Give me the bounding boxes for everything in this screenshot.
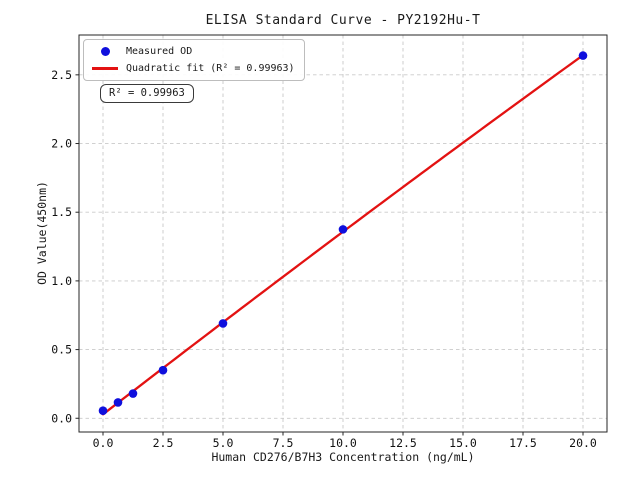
legend-dot-marker-icon (100, 47, 110, 56)
x-tick-label: 15.0 (449, 436, 477, 450)
data-point (158, 365, 168, 375)
x-tick-label: 0.0 (93, 436, 114, 450)
legend-item-label: Quadratic fit (R² = 0.99963) (126, 63, 295, 74)
x-tick-label: 10.0 (329, 436, 357, 450)
y-tick-label: 1.0 (51, 274, 72, 288)
data-point (578, 51, 588, 60)
data-point (218, 319, 228, 328)
y-tick-label: 1.5 (51, 205, 72, 219)
chart-title: ELISA Standard Curve - PY2192Hu-T (205, 13, 481, 28)
legend-dot-marker-icon (92, 47, 118, 56)
data-point (128, 389, 138, 398)
x-tick-label: 12.5 (389, 436, 417, 450)
y-tick-label: 0.5 (51, 343, 72, 357)
x-tick-label: 20.0 (569, 436, 597, 450)
legend: Measured OD Quadratic fit (R² = 0.99963) (83, 39, 305, 81)
legend-item: Measured OD (92, 45, 295, 58)
data-point (98, 406, 108, 416)
y-tick-label: 0.0 (51, 411, 72, 425)
y-tick-label: 2.0 (51, 137, 72, 151)
x-tick-label: 17.5 (509, 436, 537, 450)
legend-item: Quadratic fit (R² = 0.99963) (92, 62, 295, 75)
r-squared-annotation: R² = 0.99963 (100, 84, 194, 103)
x-tick-label: 2.5 (153, 436, 174, 450)
y-axis-label: OD Value(450nm) (35, 181, 49, 285)
legend-line-marker-icon (92, 67, 118, 70)
x-tick-label: 5.0 (213, 436, 234, 450)
y-tick-label: 2.5 (51, 68, 72, 82)
legend-item-label: Measured OD (126, 46, 193, 57)
x-tick-label: 7.5 (273, 436, 294, 450)
data-point (113, 398, 123, 407)
legend-line-marker-icon (92, 67, 118, 70)
x-axis-label: Human CD276/B7H3 Concentration (ng/mL) (211, 450, 475, 464)
data-point (338, 225, 348, 234)
